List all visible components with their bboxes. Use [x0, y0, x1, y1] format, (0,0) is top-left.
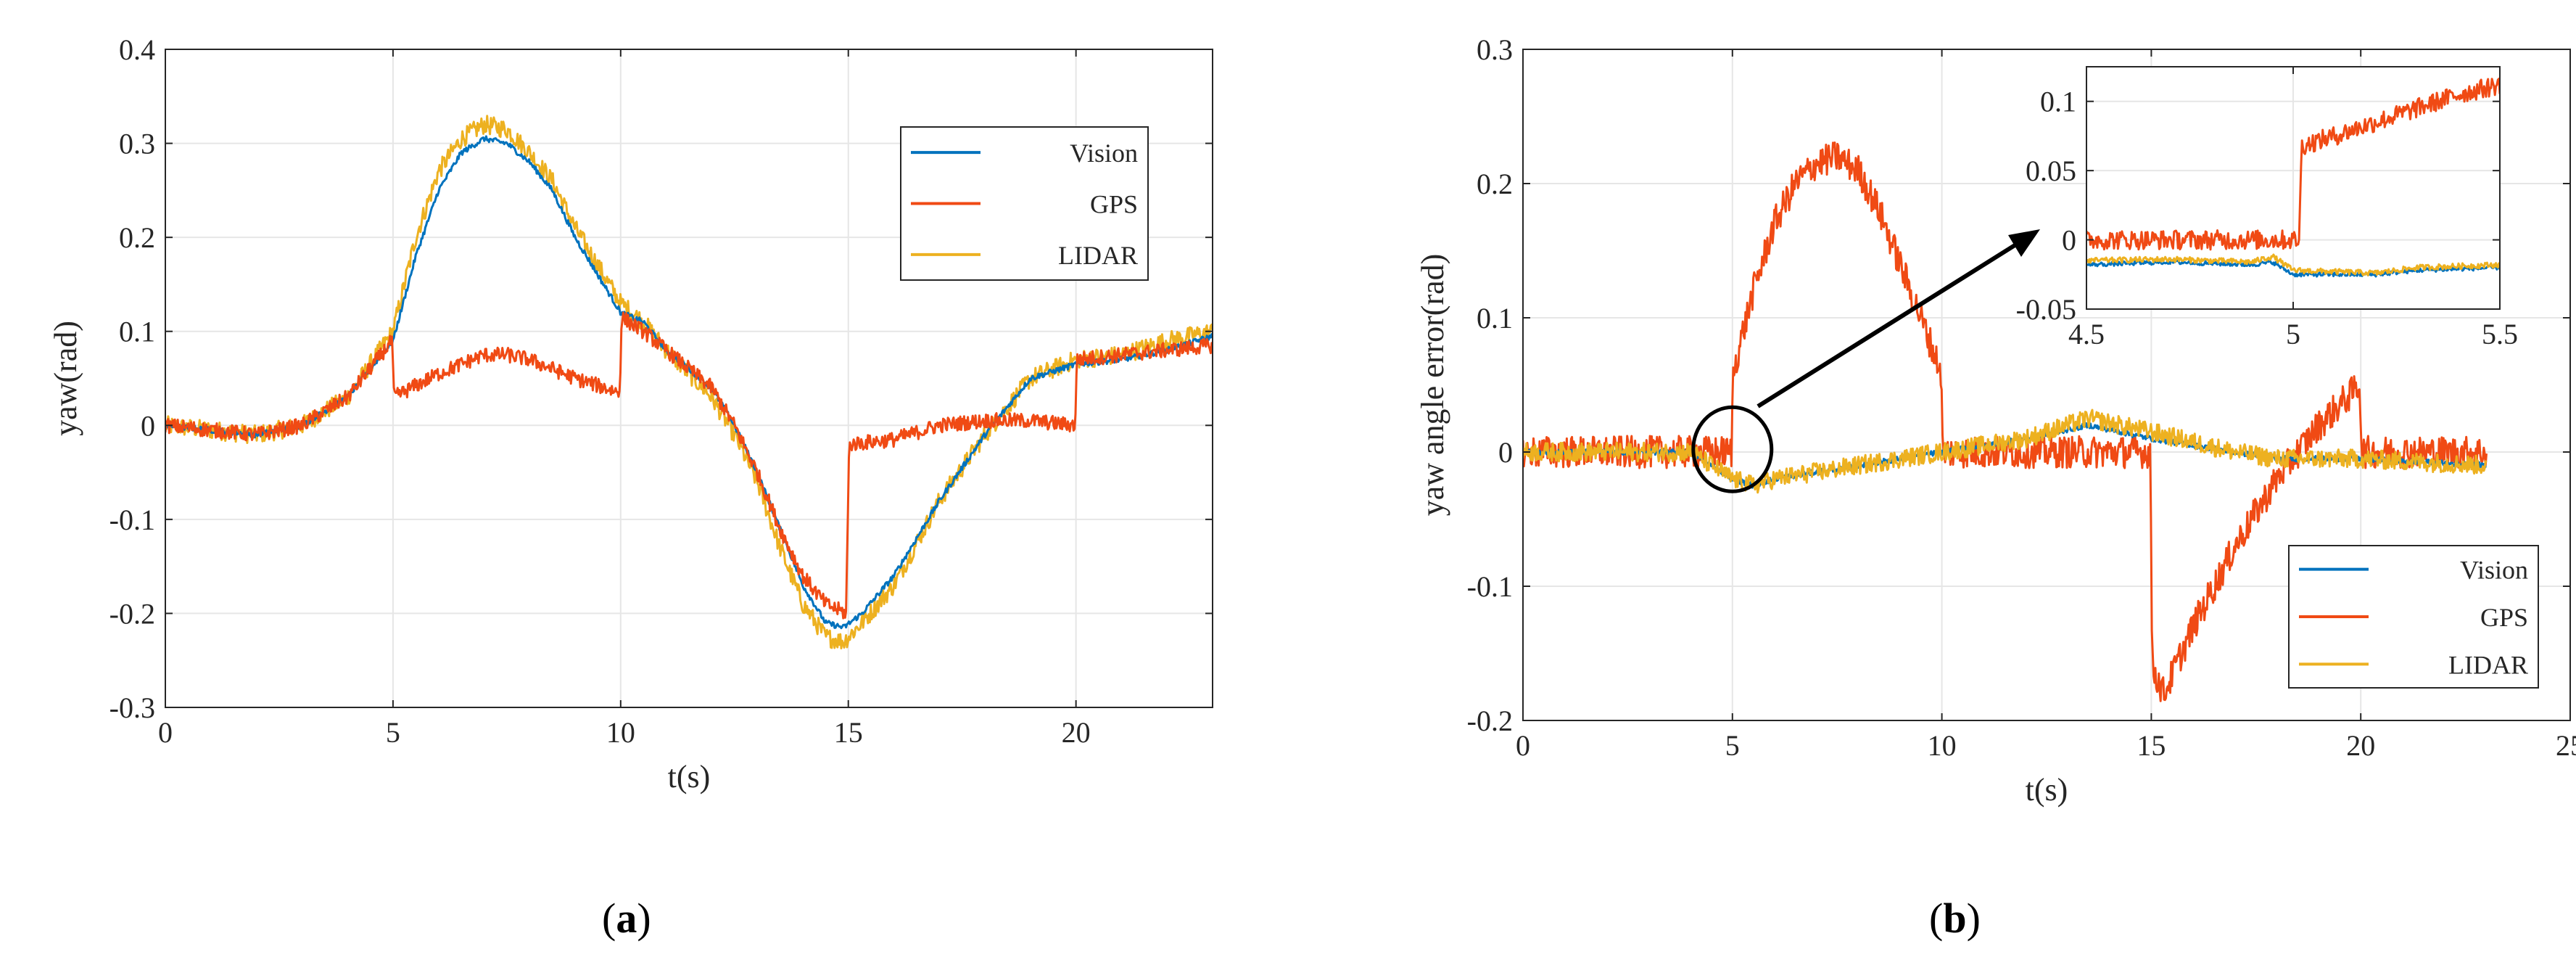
- x-tick-label: 20: [2346, 729, 2375, 762]
- x-tick-label: 10: [606, 716, 635, 749]
- x-tick-label: 15: [2137, 729, 2166, 762]
- legend-label-lidar: LIDAR: [1058, 241, 1138, 270]
- y-tick-label: 0.2: [1477, 168, 1513, 200]
- series-group: [2086, 78, 2500, 278]
- legend-label-vision: Vision: [1070, 139, 1138, 168]
- y-tick-label: 0.3: [1477, 33, 1513, 66]
- x-axis-label: t(s): [668, 759, 711, 794]
- x-tick-label: 4.5: [2068, 318, 2105, 350]
- y-tick-label: 0.1: [119, 316, 155, 348]
- series-line-lidar: [2086, 253, 2500, 276]
- chart-a: 0 5 10 15 20 -0.3 -0.2 -0.1 0 0.1 0.2 0.3 0.4 t(s) yaw…: [48, 33, 1213, 794]
- x-tick-label: 20: [1062, 716, 1091, 749]
- y-tick-label: 0: [1498, 436, 1513, 469]
- axes-frame: [165, 49, 1213, 708]
- series-group: [165, 115, 1213, 649]
- x-tick-label: 5.5: [2482, 318, 2518, 350]
- panel-a-label: (a): [602, 895, 651, 942]
- y-tick-label: -0.2: [110, 597, 155, 630]
- x-tick-label: 10: [1928, 729, 1957, 762]
- axes-frame: [1522, 49, 2571, 721]
- zoom-arrow-head: [2008, 229, 2040, 257]
- y-tick-label: 0.1: [1477, 302, 1513, 334]
- zoom-ellipse: [1691, 405, 1774, 493]
- series-line-gps: [2086, 78, 2500, 251]
- panel-b-label: (b): [1929, 895, 1981, 942]
- y-tick-label: -0.1: [1467, 570, 1513, 603]
- legend-label-gps: GPS: [2480, 603, 2528, 632]
- y-axis-label: yaw(rad): [48, 321, 83, 436]
- y-tick-label: 0.2: [119, 221, 155, 254]
- y-tick-label: -0.2: [1467, 705, 1513, 737]
- y-tick-label: 0.4: [119, 33, 155, 66]
- y-axis-label: yaw angle error(rad): [1415, 254, 1450, 517]
- x-tick-label: 5: [386, 716, 400, 749]
- zoom-annotation: [1691, 229, 2040, 493]
- y-tick-label: 0.3: [119, 128, 155, 160]
- x-tick-label: 0: [158, 716, 173, 749]
- legend-label-lidar: LIDAR: [2448, 650, 2528, 679]
- y-tick-label: -0.05: [2016, 293, 2076, 326]
- legend: Vision GPS LIDAR: [900, 126, 1149, 281]
- series-line-gps: [165, 311, 1213, 620]
- series-line-lidar: [1523, 408, 2488, 494]
- chart-b-inset: 4.5 5 5.5 -0.05 0 0.05 0.1: [2016, 66, 2518, 350]
- y-tick-label: 0: [2062, 224, 2076, 257]
- x-tick-label: 5: [2286, 318, 2300, 350]
- y-tick-label: -0.1: [110, 504, 155, 536]
- legend-label-vision: Vision: [2460, 556, 2528, 585]
- zoom-arrow-shaft: [1756, 237, 2026, 408]
- y-tick-label: 0: [141, 409, 155, 442]
- legend-label-gps: GPS: [1090, 190, 1138, 219]
- x-tick-label: 25: [2556, 729, 2576, 762]
- series-group: [1523, 141, 2488, 702]
- y-tick-label: 0.1: [2040, 86, 2076, 118]
- y-tick-label: 0.05: [2026, 155, 2076, 187]
- x-tick-label: 5: [1725, 729, 1740, 762]
- x-tick-label: 15: [834, 716, 863, 749]
- x-tick-label: 0: [1516, 729, 1530, 762]
- chart-b: 0 5 10 15 20 25 -0.2 -0.1 0 0.1 0.2 0.3 t(s) yaw angl…: [1415, 33, 2576, 808]
- legend: Vision GPS LIDAR: [2288, 545, 2539, 689]
- x-axis-label: t(s): [2026, 772, 2068, 808]
- y-tick-label: -0.3: [110, 691, 155, 724]
